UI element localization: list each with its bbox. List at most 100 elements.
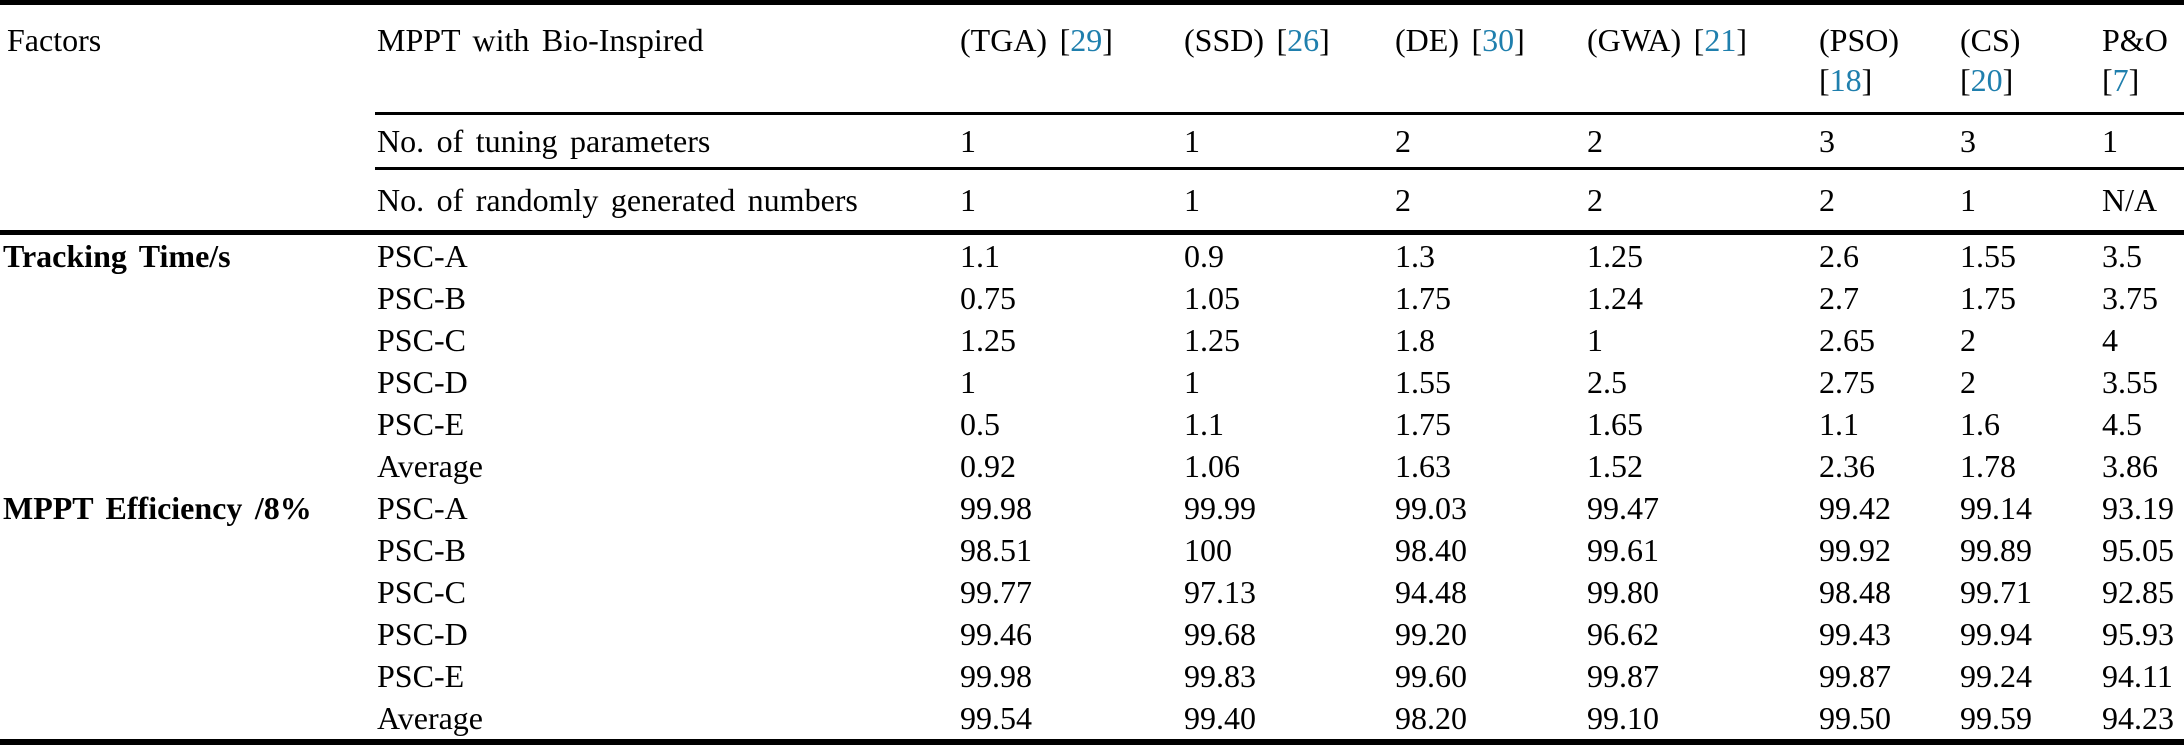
- factor-label: [0, 571, 375, 613]
- condition-label: Average: [375, 697, 958, 745]
- citation-link[interactable]: [20]: [1960, 62, 2014, 98]
- value-cell: 94.11: [2102, 657, 2173, 694]
- table-row: PSC-C 1.25 1.25 1.8 1 2.65 2 4: [0, 319, 2184, 361]
- value-cell: 98.48: [1819, 573, 1891, 610]
- value-cell: 2.65: [1819, 321, 1875, 358]
- value-cell: 99.14: [1960, 489, 2032, 526]
- condition-label: PSC-C: [377, 573, 466, 610]
- value-cell: 4: [2102, 321, 2118, 358]
- value-cell: 99.50: [1817, 697, 1958, 745]
- value-cell: 1.25: [960, 321, 1016, 358]
- value-cell: 95.05: [2102, 531, 2174, 568]
- value-cell: 2: [1393, 113, 1585, 170]
- value-cell: 93.19: [2102, 489, 2174, 526]
- value-cell: 99.92: [1819, 531, 1891, 568]
- condition-label: PSC-A: [377, 489, 468, 526]
- citation-number: 29: [1070, 22, 1103, 58]
- factor-label: [0, 277, 375, 319]
- value-cell: 99.54: [958, 697, 1182, 745]
- table-row: PSC-C 99.77 97.13 94.48 99.80 98.48 99.71 92.85: [0, 571, 2184, 613]
- value-cell: 1.25: [1587, 237, 1643, 274]
- value-cell: 0.92: [960, 447, 1016, 484]
- condition-label: PSC-E: [377, 657, 465, 694]
- citation-link[interactable]: [18]: [1819, 62, 1873, 98]
- row-label: No. of randomly generated numbers: [375, 168, 958, 235]
- value-cell: 2.6: [1819, 237, 1859, 274]
- value-cell: 1.52: [1587, 447, 1643, 484]
- value-cell: 0.5: [960, 405, 1000, 442]
- row-label: No. of tuning parameters: [375, 113, 958, 170]
- value-cell: 1.55: [1395, 363, 1451, 400]
- table-row: PSC-B 98.51 100 98.40 99.61 99.92 99.89 95.05: [0, 529, 2184, 571]
- value-cell: 2: [1960, 363, 1976, 400]
- citation-link[interactable]: [30]: [1471, 22, 1525, 58]
- value-cell: 1.24: [1587, 279, 1643, 316]
- value-cell: 100: [1184, 531, 1232, 568]
- header-algorithm: (CS) [20]: [1958, 0, 2100, 115]
- value-cell: 99.40: [1182, 697, 1393, 745]
- header-algorithm: P&O [7]: [2100, 0, 2184, 115]
- value-cell: 1.55: [1960, 237, 2016, 274]
- table-row: PSC-D 99.46 99.68 99.20 96.62 99.43 99.94 95.93: [0, 613, 2184, 655]
- value-cell: 98.20: [1393, 697, 1585, 745]
- empty-cell: [0, 114, 375, 169]
- value-cell: 1.75: [1960, 279, 2016, 316]
- value-cell: 1: [960, 363, 976, 400]
- value-cell: 0.9: [1184, 237, 1224, 274]
- value-cell: 94.48: [1395, 573, 1467, 610]
- value-cell: 99.46: [960, 615, 1032, 652]
- citation-number: 21: [1704, 22, 1737, 58]
- citation-number: 7: [2112, 62, 2129, 98]
- value-cell: 92.85: [2102, 573, 2174, 610]
- table-row: PSC-D 1 1 1.55 2.5 2.75 2 3.55: [0, 361, 2184, 403]
- value-cell: 1: [1182, 168, 1393, 235]
- value-cell: 1: [2100, 113, 2184, 170]
- value-cell: 1: [1958, 168, 2100, 235]
- value-cell: 4.5: [2102, 405, 2142, 442]
- condition-label: Average: [377, 447, 483, 484]
- value-cell: 97.13: [1184, 573, 1256, 610]
- table-row: Average 99.54 99.40 98.20 99.10 99.50 99.59 94.…: [0, 697, 2184, 745]
- value-cell: 95.93: [2102, 615, 2174, 652]
- header-algorithm: (SSD) [26]: [1182, 0, 1393, 115]
- value-cell: 1.25: [1184, 321, 1240, 358]
- algorithm-name: (CS): [1960, 22, 2021, 58]
- condition-label: PSC-C: [377, 321, 466, 358]
- value-cell: 2: [1960, 321, 1976, 358]
- value-cell: 99.47: [1587, 489, 1659, 526]
- value-cell: 99.43: [1819, 615, 1891, 652]
- citation-number: 20: [1970, 62, 2003, 98]
- value-cell: 3: [1817, 113, 1958, 170]
- value-cell: 1.1: [1819, 405, 1859, 442]
- value-cell: 99.59: [1958, 697, 2100, 745]
- header-algorithm: (DE) [30]: [1393, 0, 1585, 115]
- value-cell: 1.63: [1395, 447, 1451, 484]
- algorithm-name: (TGA): [960, 22, 1048, 58]
- citation-link[interactable]: [7]: [2102, 62, 2140, 98]
- value-cell: 99.20: [1395, 615, 1467, 652]
- table-row: Tracking Time/s PSC-A 1.1 0.9 1.3 1.25 2.6 1.55…: [0, 233, 2184, 278]
- citation-link[interactable]: [21]: [1693, 22, 1747, 58]
- value-cell: 3.5: [2102, 237, 2142, 274]
- factor-label: [0, 445, 375, 487]
- value-cell: 1.06: [1184, 447, 1240, 484]
- value-cell: 2: [1393, 168, 1585, 235]
- value-cell: 1.8: [1395, 321, 1435, 358]
- value-cell: 1.1: [1184, 405, 1224, 442]
- value-cell: N/A: [2100, 168, 2184, 235]
- condition-label: PSC-D: [377, 363, 468, 400]
- value-cell: 1.1: [960, 237, 1000, 274]
- factor-label: MPPT Efficiency /8%: [3, 489, 312, 526]
- citation-link[interactable]: [29]: [1059, 22, 1113, 58]
- value-cell: 98.51: [960, 531, 1032, 568]
- value-cell: 99.60: [1395, 657, 1467, 694]
- citation-number: 18: [1829, 62, 1862, 98]
- value-cell: 99.61: [1587, 531, 1659, 568]
- citation-link[interactable]: [26]: [1276, 22, 1330, 58]
- value-cell: 99.03: [1395, 489, 1467, 526]
- value-cell: 99.10: [1585, 697, 1817, 745]
- table-row: No. of randomly generated numbers 1 1 2 2 2 1 N…: [0, 168, 2184, 235]
- value-cell: 2.36: [1819, 447, 1875, 484]
- value-cell: 1.6: [1960, 405, 2000, 442]
